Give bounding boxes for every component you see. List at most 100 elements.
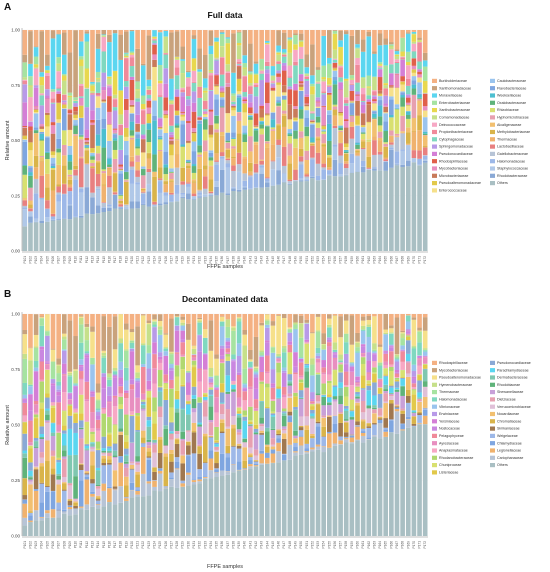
bar-segment bbox=[355, 387, 360, 392]
bar-segment bbox=[248, 151, 253, 163]
bar-segment bbox=[101, 316, 107, 351]
bar-segment-others bbox=[389, 167, 394, 251]
bar-segment bbox=[129, 340, 135, 343]
y-tick-label: 0.50 bbox=[11, 138, 20, 143]
bar-segment-others bbox=[264, 463, 270, 536]
bar-segment bbox=[140, 443, 146, 447]
bar-segment bbox=[417, 100, 422, 116]
bar-segment-others bbox=[186, 485, 191, 536]
bar-segment bbox=[276, 356, 281, 358]
bar-segment bbox=[259, 59, 264, 70]
bar-segment bbox=[90, 110, 95, 120]
bar-segment bbox=[219, 97, 225, 100]
bar-segment bbox=[242, 469, 248, 470]
bar-segment bbox=[315, 163, 321, 176]
bar-segment bbox=[264, 114, 270, 116]
bar-segment bbox=[422, 135, 428, 136]
legend-swatch bbox=[432, 129, 437, 135]
bar-segment bbox=[219, 152, 225, 157]
legend-label: Thermaceae bbox=[439, 390, 459, 394]
bar-segment bbox=[50, 168, 56, 170]
bar-segment bbox=[355, 439, 360, 441]
bar-segment bbox=[225, 142, 231, 149]
bar-segment-others bbox=[22, 525, 28, 536]
bar-segment bbox=[50, 349, 56, 362]
bar-segment bbox=[293, 329, 298, 352]
bar-segment bbox=[84, 421, 90, 444]
bar-segment bbox=[208, 406, 214, 420]
bar-segment bbox=[101, 408, 107, 410]
bar-segment bbox=[186, 445, 191, 455]
bar-segment bbox=[39, 466, 45, 483]
bar-segment bbox=[39, 408, 45, 427]
bar-segment bbox=[101, 483, 107, 491]
legend-label: Rhodanobacteraceae bbox=[439, 456, 473, 460]
x-tick-label: P122 bbox=[141, 256, 145, 264]
legend-swatch bbox=[490, 397, 495, 402]
bar-segment bbox=[107, 402, 112, 417]
bar-segment bbox=[84, 353, 90, 356]
bar-segment bbox=[90, 442, 95, 444]
bar-segment bbox=[169, 431, 174, 434]
bar-segment bbox=[355, 347, 360, 352]
bar-segment bbox=[208, 437, 214, 451]
bar-segment bbox=[208, 389, 214, 395]
bar-segment-others bbox=[332, 445, 338, 536]
legend-swatch bbox=[432, 159, 437, 164]
bar-segment bbox=[417, 82, 422, 94]
bar-segment bbox=[281, 56, 287, 63]
bar-segment bbox=[157, 80, 163, 84]
bar-segment bbox=[242, 75, 248, 77]
bar-segment bbox=[129, 351, 135, 380]
bar-segment bbox=[78, 135, 84, 137]
bar-segment bbox=[310, 111, 315, 113]
bar-segment bbox=[259, 159, 264, 161]
bar-segment bbox=[394, 51, 400, 55]
bar-segment bbox=[84, 129, 90, 138]
bar-segment bbox=[321, 144, 326, 147]
bar-segment bbox=[355, 385, 360, 387]
bar-segment bbox=[225, 354, 231, 357]
bar-segment bbox=[152, 36, 157, 38]
bar-segment bbox=[422, 131, 428, 134]
bar-segment bbox=[28, 200, 33, 205]
bar-segment bbox=[67, 130, 73, 146]
bar-segment bbox=[33, 155, 39, 168]
bar-segment bbox=[259, 128, 264, 135]
bar-segment bbox=[45, 72, 50, 76]
bar-segment-others bbox=[22, 226, 28, 251]
bar-segment bbox=[135, 430, 140, 432]
bar-segment bbox=[417, 314, 422, 328]
bar-segment bbox=[236, 94, 242, 96]
bar-segment bbox=[61, 349, 67, 351]
bar-segment bbox=[383, 391, 389, 394]
bar-segment bbox=[259, 370, 264, 372]
bar-segment bbox=[118, 199, 123, 201]
bar-segment bbox=[45, 152, 50, 160]
legend-swatch bbox=[432, 433, 437, 438]
bar-segment bbox=[405, 335, 411, 337]
bar-segment bbox=[135, 471, 140, 475]
bar-segment bbox=[28, 142, 33, 151]
bar-segment bbox=[253, 374, 259, 378]
bar-segment bbox=[129, 462, 135, 465]
bar-segment bbox=[321, 349, 326, 350]
bar-segment bbox=[327, 86, 332, 93]
bar-segment bbox=[417, 71, 422, 75]
bar-segment bbox=[135, 101, 140, 115]
bar-segment bbox=[417, 150, 422, 159]
bar-segment bbox=[214, 358, 219, 376]
bar-segment bbox=[383, 121, 389, 131]
legend-label: Cariophanaceae bbox=[497, 456, 523, 460]
bar-segment bbox=[236, 133, 242, 153]
bar-segment bbox=[169, 422, 174, 432]
bar-segment-others bbox=[152, 490, 157, 536]
bar-segment bbox=[140, 204, 146, 205]
bar-segment-others bbox=[242, 189, 248, 251]
bar-segment bbox=[202, 196, 208, 197]
bar-segment-others bbox=[389, 432, 394, 536]
bar-segment bbox=[56, 459, 61, 463]
bar-segment bbox=[22, 141, 28, 166]
bar-segment bbox=[400, 51, 405, 57]
bar-segment bbox=[349, 75, 355, 79]
